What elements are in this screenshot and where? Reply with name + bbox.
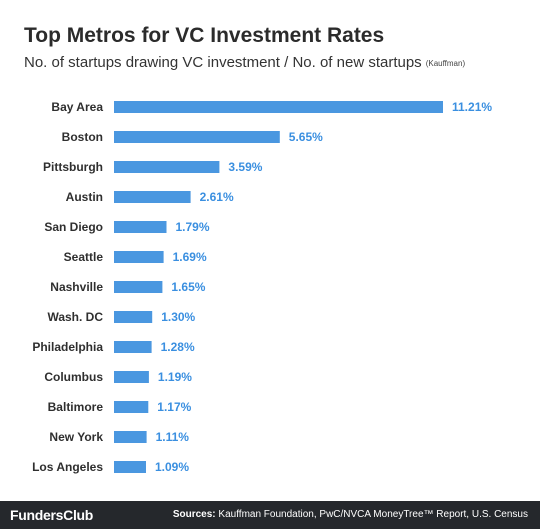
bar	[114, 401, 149, 413]
category-label: New York	[49, 430, 103, 444]
value-label: 1.69%	[173, 250, 207, 264]
category-label: Baltimore	[48, 400, 104, 414]
fundersclub-logo[interactable]: FundersClub	[10, 507, 94, 523]
bar	[114, 161, 220, 173]
bar-chart: Bay Area 11.21% Boston 5.65% Pittsburgh 3.59%…	[32, 100, 492, 474]
value-label: 1.09%	[155, 460, 189, 474]
category-label: Los Angeles	[32, 460, 103, 474]
value-label: 1.65%	[171, 280, 205, 294]
category-label: Boston	[62, 130, 103, 144]
category-label: Bay Area	[51, 100, 103, 114]
subtitle-source: (Kauffman)	[425, 59, 466, 68]
bar	[114, 101, 443, 113]
chart-title: Top Metros for VC Investment Rates	[24, 24, 385, 47]
bar	[114, 221, 167, 233]
value-label: 1.30%	[161, 310, 195, 324]
bar	[114, 281, 163, 293]
value-label: 5.65%	[289, 130, 323, 144]
bar	[114, 311, 153, 323]
bar	[114, 341, 152, 353]
bar	[114, 191, 191, 203]
value-label: 11.21%	[452, 100, 492, 114]
category-label: Seattle	[64, 250, 104, 264]
category-label: Philadelphia	[32, 340, 103, 354]
value-label: 3.59%	[228, 160, 262, 174]
sources-note: Sources: Kauffman Foundation, PwC/NVCA M…	[173, 509, 528, 520]
bar	[114, 251, 164, 263]
bar	[114, 371, 149, 383]
bar	[114, 431, 147, 443]
category-label: Austin	[66, 190, 103, 204]
value-label: 1.28%	[161, 340, 195, 354]
value-label: 1.17%	[157, 400, 191, 414]
sources-label: Sources:	[172, 509, 216, 520]
footer-bar: FundersClub Sources: Kauffman Foundation…	[0, 501, 540, 529]
bar	[114, 461, 146, 473]
category-label: Columbus	[44, 370, 103, 384]
value-label: 2.61%	[200, 190, 234, 204]
bar	[114, 131, 280, 143]
category-label: San Diego	[44, 220, 103, 234]
value-label: 1.79%	[176, 220, 210, 234]
value-label: 1.19%	[158, 370, 192, 384]
sources-text: Kauffman Foundation, PwC/NVCA MoneyTree™…	[218, 509, 528, 520]
subtitle-text: No. of startups drawing VC investment / …	[24, 54, 422, 71]
category-label: Pittsburgh	[43, 160, 103, 174]
chart-subtitle: No. of startups drawing VC investment / …	[24, 54, 465, 71]
value-label: 1.11%	[156, 430, 190, 444]
category-label: Wash. DC	[47, 310, 103, 324]
category-label: Nashville	[50, 280, 103, 294]
